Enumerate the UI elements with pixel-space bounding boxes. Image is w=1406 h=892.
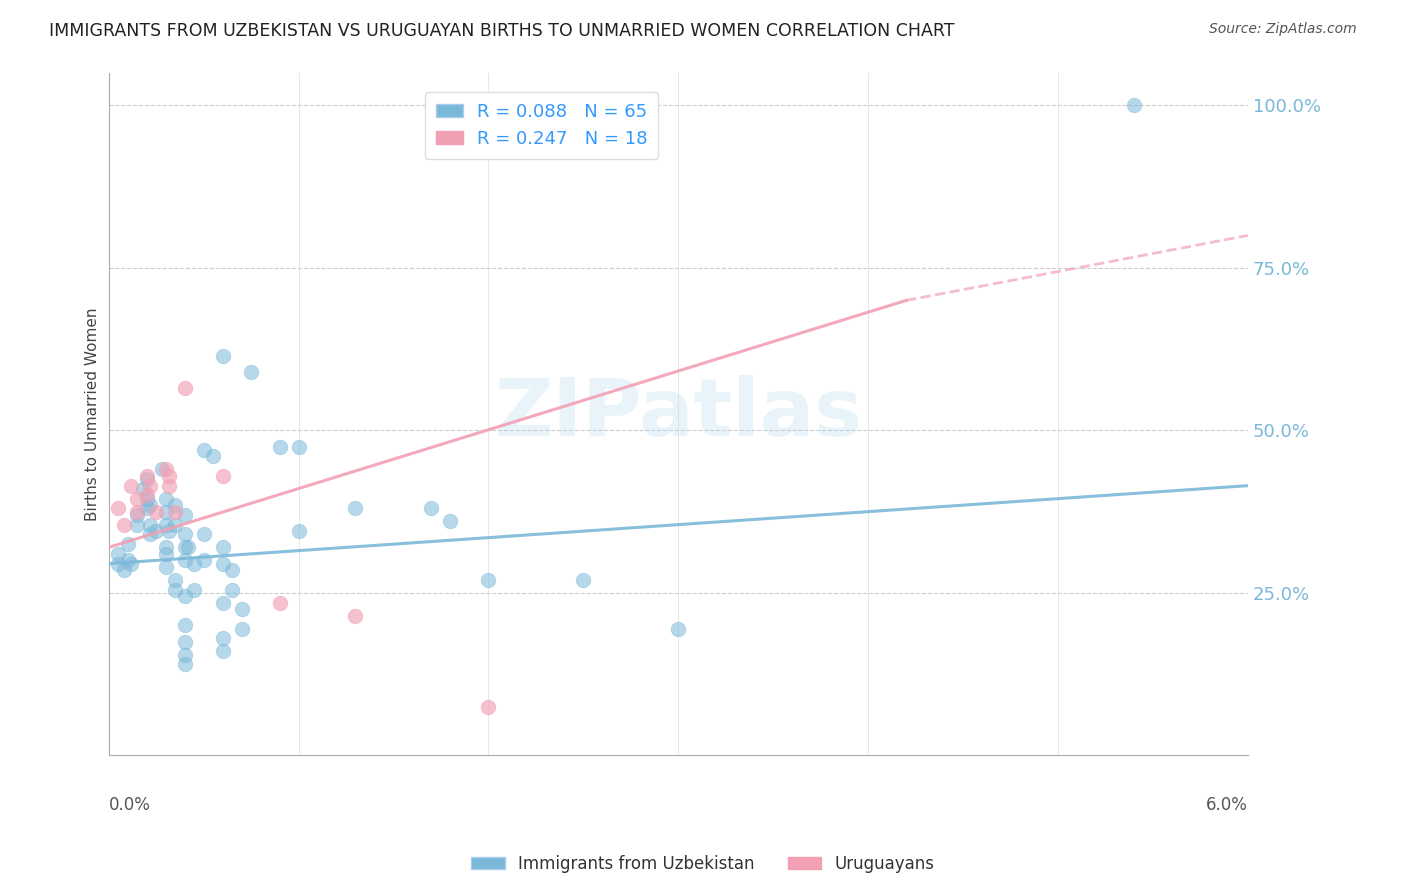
Point xyxy=(439,515,461,529)
Point xyxy=(127,508,149,522)
Point xyxy=(155,560,177,574)
Point xyxy=(157,478,180,492)
Point xyxy=(135,501,157,516)
Point xyxy=(132,482,155,496)
Point xyxy=(211,632,233,646)
Text: ZIPatlas: ZIPatlas xyxy=(494,376,862,453)
Legend: R = 0.088   N = 65, R = 0.247   N = 18: R = 0.088 N = 65, R = 0.247 N = 18 xyxy=(425,92,658,159)
Point xyxy=(107,501,129,516)
Point xyxy=(173,553,195,567)
Legend: Immigrants from Uzbekistan, Uruguayans: Immigrants from Uzbekistan, Uruguayans xyxy=(465,848,941,880)
Point xyxy=(211,557,233,571)
Text: 0.0%: 0.0% xyxy=(108,797,150,814)
Point xyxy=(211,349,233,363)
Point xyxy=(155,491,177,506)
Point xyxy=(173,589,195,603)
Point xyxy=(477,573,499,587)
Point xyxy=(211,541,233,555)
Point xyxy=(135,488,157,502)
Point xyxy=(666,622,689,636)
Text: IMMIGRANTS FROM UZBEKISTAN VS URUGUAYAN BIRTHS TO UNMARRIED WOMEN CORRELATION CH: IMMIGRANTS FROM UZBEKISTAN VS URUGUAYAN … xyxy=(49,22,955,40)
Point xyxy=(165,573,187,587)
Point xyxy=(112,517,135,532)
Point xyxy=(183,557,205,571)
Point xyxy=(177,541,200,555)
Point xyxy=(173,508,195,522)
Point xyxy=(287,440,309,454)
Point xyxy=(145,524,167,538)
Point xyxy=(572,573,595,587)
Point xyxy=(240,365,263,379)
Point xyxy=(165,498,187,512)
Point xyxy=(155,547,177,561)
Point xyxy=(107,547,129,561)
Point xyxy=(183,582,205,597)
Point xyxy=(477,699,499,714)
Point xyxy=(221,563,243,577)
Point xyxy=(155,517,177,532)
Point xyxy=(127,517,149,532)
Point xyxy=(231,602,253,616)
Point xyxy=(157,469,180,483)
Point xyxy=(173,541,195,555)
Point xyxy=(117,553,139,567)
Point xyxy=(157,524,180,538)
Point xyxy=(173,634,195,648)
Point xyxy=(165,582,187,597)
Point xyxy=(211,469,233,483)
Point xyxy=(155,541,177,555)
Point xyxy=(193,553,215,567)
Point xyxy=(139,527,162,541)
Point xyxy=(139,517,162,532)
Point xyxy=(107,557,129,571)
Point xyxy=(193,527,215,541)
Point xyxy=(112,563,135,577)
Point xyxy=(165,505,187,519)
Point xyxy=(135,491,157,506)
Point xyxy=(173,657,195,672)
Point xyxy=(150,462,173,476)
Point xyxy=(120,478,142,492)
Point xyxy=(269,596,291,610)
Point xyxy=(344,608,367,623)
Point xyxy=(231,622,253,636)
Point xyxy=(139,478,162,492)
Point xyxy=(173,527,195,541)
Point xyxy=(127,491,149,506)
Point xyxy=(165,517,187,532)
Point xyxy=(139,498,162,512)
Point xyxy=(173,648,195,662)
Point xyxy=(173,381,195,395)
Point xyxy=(1122,98,1144,112)
Point xyxy=(211,596,233,610)
Point xyxy=(202,450,225,464)
Y-axis label: Births to Unmarried Women: Births to Unmarried Women xyxy=(86,308,100,521)
Point xyxy=(344,501,367,516)
Point xyxy=(269,440,291,454)
Point xyxy=(193,442,215,457)
Point xyxy=(155,505,177,519)
Point xyxy=(135,469,157,483)
Point xyxy=(287,524,309,538)
Text: 6.0%: 6.0% xyxy=(1206,797,1249,814)
Point xyxy=(211,644,233,658)
Point xyxy=(117,537,139,551)
Point xyxy=(173,618,195,632)
Point xyxy=(145,505,167,519)
Text: Source: ZipAtlas.com: Source: ZipAtlas.com xyxy=(1209,22,1357,37)
Point xyxy=(120,557,142,571)
Point xyxy=(221,582,243,597)
Point xyxy=(127,505,149,519)
Point xyxy=(135,472,157,486)
Point xyxy=(155,462,177,476)
Point xyxy=(420,501,443,516)
